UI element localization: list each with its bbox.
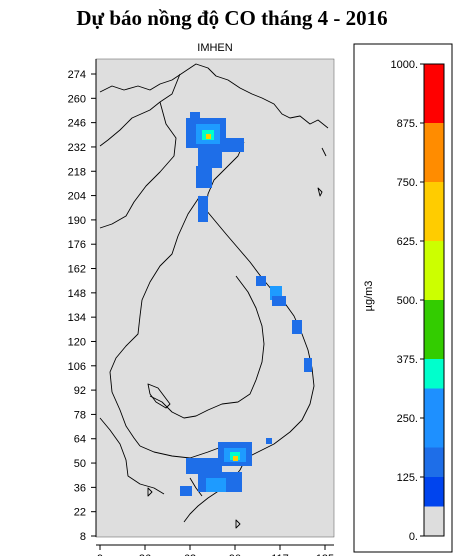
co-plume-hcmc (180, 438, 272, 496)
legend-color-swatch (424, 300, 444, 360)
y-tick-label: 176 (68, 239, 86, 251)
y-tick-label: 232 (68, 142, 86, 154)
x-tick-label: 117 (271, 553, 289, 556)
y-tick-label: 36 (74, 482, 86, 494)
legend-label: 500. (397, 295, 418, 307)
x-tick-label: 63 (184, 553, 196, 556)
y-tick-label: 246 (68, 118, 86, 130)
legend-color-swatch (424, 477, 444, 508)
legend-color-swatch (424, 241, 444, 301)
x-tick-label: 90 (229, 553, 241, 556)
x-tick-label: 9 (97, 553, 103, 556)
co-plume-hanoi (186, 112, 244, 188)
y-tick-label: 92 (74, 385, 86, 397)
y-tick-label: 78 (74, 409, 86, 421)
legend-color-swatch (424, 388, 444, 448)
legend-unit-label: µg/m3 (363, 281, 375, 312)
legend-color-swatch (424, 359, 444, 389)
map-subtitle: IMHEN (197, 42, 233, 54)
legend-color-bar (423, 63, 445, 537)
y-tick-label: 204 (68, 191, 86, 203)
y-tick-label: 218 (68, 166, 86, 178)
x-tick-label: 135 (316, 553, 334, 556)
legend-color-swatch (424, 447, 444, 478)
y-tick-label: 134 (68, 312, 86, 324)
y-tick-label: 64 (74, 434, 86, 446)
legend-labels: 1000. 875. 750. 625. 500. 375. 250. 125. 0. (390, 59, 424, 543)
legend-label: 125. (397, 472, 418, 484)
legend-label: 250. (397, 413, 418, 425)
x-tick-label: 36 (139, 553, 151, 556)
legend: 1000. 875. 750. 625. 500. 375. 250. 125. 0. µg/m… (353, 43, 453, 553)
legend-color-swatch (424, 123, 444, 183)
map-title: Dự báo nồng độ CO tháng 4 - 2016 (76, 6, 388, 30)
legend-label: 0. (409, 531, 418, 543)
y-axis: 274 260 246 232 218 204 190 176 162 148 134 120 106 9… (68, 59, 97, 543)
legend-color-swatch (424, 182, 444, 242)
y-tick-label: 274 (68, 69, 86, 81)
legend-label: 875. (397, 118, 418, 130)
y-tick-label: 106 (68, 361, 86, 373)
co-plume-north-central (198, 196, 208, 222)
y-tick-label: 148 (68, 288, 86, 300)
legend-color-swatch (424, 506, 444, 536)
legend-label: 1000. (390, 59, 418, 71)
y-tick-label: 162 (68, 264, 86, 276)
legend-label: 625. (397, 236, 418, 248)
legend-label: 750. (397, 177, 418, 189)
y-tick-label: 22 (74, 507, 86, 519)
y-tick-label: 8 (80, 531, 86, 543)
y-tick-label: 120 (68, 336, 86, 348)
y-tick-label: 190 (68, 215, 86, 227)
legend-label: 375. (397, 354, 418, 366)
x-axis: 9 36 63 90 117 135 (96, 544, 334, 556)
y-tick-label: 50 (74, 458, 86, 470)
co-plume-central-coast (256, 276, 312, 372)
y-tick-label: 260 (68, 93, 86, 105)
legend-color-swatch (424, 64, 444, 124)
